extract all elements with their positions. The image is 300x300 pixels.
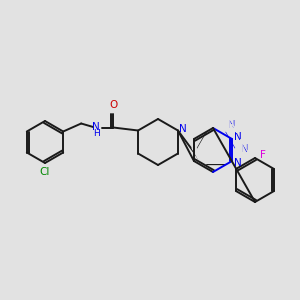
Text: N: N (228, 120, 236, 130)
Text: N: N (241, 142, 249, 155)
Text: N: N (234, 132, 242, 142)
Text: N: N (179, 124, 187, 134)
Text: N: N (238, 137, 247, 151)
Text: N: N (234, 158, 242, 168)
Text: N: N (92, 122, 100, 131)
Text: N: N (230, 123, 238, 136)
Text: N: N (241, 144, 249, 154)
Text: F: F (260, 150, 266, 160)
Text: O: O (109, 100, 117, 110)
Text: N: N (228, 118, 236, 131)
Text: H: H (93, 129, 100, 138)
Text: Cl: Cl (40, 167, 50, 177)
